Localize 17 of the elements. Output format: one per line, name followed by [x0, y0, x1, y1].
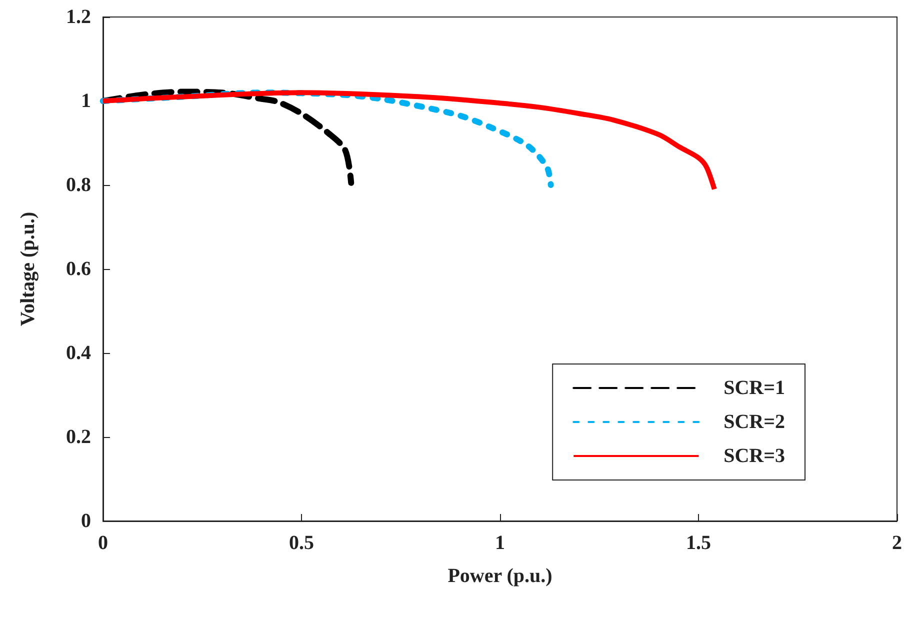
x-tick-label: 1.5 — [686, 532, 711, 554]
y-axis-title: Voltage (p.u.) — [17, 212, 39, 326]
x-tick-label: 0.5 — [289, 532, 314, 554]
y-tick-label: 0.4 — [66, 342, 91, 364]
y-tick-label: 1.2 — [66, 6, 91, 28]
y-tick-label: 0 — [81, 510, 91, 532]
y-tick-label: 1 — [81, 90, 91, 112]
x-tick-label: 0 — [98, 532, 108, 554]
text: SCR=2 — [724, 411, 785, 433]
y-tick-label: 0.2 — [66, 426, 91, 448]
x-tick-label: 1 — [495, 532, 505, 554]
text: SCR=1 — [724, 377, 785, 399]
x-axis-title: Power (p.u.) — [448, 565, 552, 587]
x-tick-label: 2 — [892, 532, 902, 554]
y-tick-label: 0.6 — [66, 258, 91, 280]
text: SCR=3 — [724, 445, 785, 467]
y-tick-label: 0.8 — [66, 174, 91, 196]
